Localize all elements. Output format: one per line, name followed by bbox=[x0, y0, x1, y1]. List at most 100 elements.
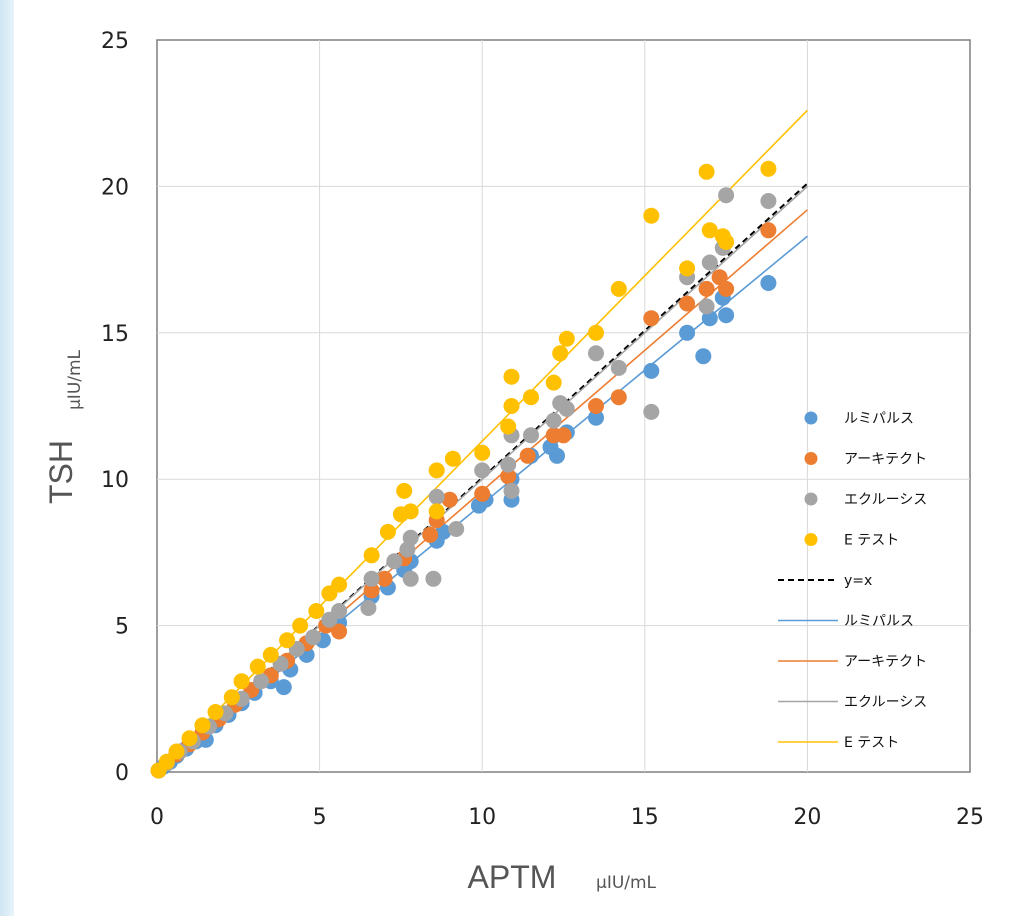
data-point bbox=[679, 260, 696, 277]
legend-marker bbox=[804, 411, 818, 425]
data-point bbox=[262, 646, 279, 663]
data-point bbox=[588, 324, 604, 341]
x-tick-label: 10 bbox=[468, 805, 496, 830]
data-point bbox=[275, 679, 292, 696]
y-tick-label: 20 bbox=[101, 175, 129, 200]
data-point bbox=[279, 632, 296, 649]
data-point bbox=[503, 368, 520, 385]
data-point bbox=[760, 275, 777, 291]
data-point bbox=[643, 310, 660, 327]
data-point bbox=[428, 488, 445, 505]
x-tick-label: 5 bbox=[313, 805, 327, 830]
x-tick-label: 20 bbox=[793, 805, 821, 830]
legend-label: エクルーシス bbox=[844, 492, 927, 508]
data-point bbox=[181, 730, 198, 747]
data-point bbox=[474, 462, 491, 479]
legend-label: ルミパルス bbox=[844, 411, 914, 427]
data-points bbox=[150, 160, 777, 779]
x-axis-unit: µIU/mL bbox=[596, 873, 657, 893]
data-point bbox=[363, 547, 380, 564]
y-tick-label: 10 bbox=[101, 468, 129, 493]
legend-label: アーキテクト bbox=[844, 452, 927, 468]
legend-label: y=x bbox=[844, 573, 872, 589]
y-tick-label: 0 bbox=[115, 761, 129, 786]
data-point bbox=[402, 503, 419, 520]
data-point bbox=[249, 658, 266, 675]
data-point bbox=[588, 409, 604, 426]
data-point bbox=[331, 603, 348, 619]
data-point bbox=[363, 582, 380, 599]
data-point bbox=[441, 491, 458, 508]
data-point bbox=[718, 280, 735, 297]
data-point bbox=[701, 254, 718, 271]
data-point bbox=[207, 704, 224, 720]
data-point bbox=[331, 576, 348, 593]
data-point bbox=[610, 280, 627, 297]
data-point bbox=[698, 298, 715, 315]
data-point bbox=[396, 482, 413, 499]
tick-labels: 0 5 10 15 20 25 0 5 10 15 20 25 bbox=[101, 29, 984, 830]
legend-label: エクルーシス bbox=[844, 695, 927, 711]
x-tick-label: 15 bbox=[631, 805, 659, 830]
data-point bbox=[718, 187, 735, 204]
trend-line bbox=[156, 109, 808, 773]
data-point bbox=[223, 689, 240, 706]
legend-marker bbox=[804, 492, 818, 506]
data-point bbox=[305, 629, 322, 646]
y-axis-label: TSH bbox=[43, 440, 79, 504]
data-point bbox=[376, 570, 393, 587]
y-tick-label: 15 bbox=[101, 322, 129, 347]
data-point bbox=[308, 603, 325, 619]
data-point bbox=[552, 345, 569, 362]
data-point bbox=[643, 207, 660, 224]
data-point bbox=[643, 362, 660, 379]
data-point bbox=[545, 374, 562, 391]
data-point bbox=[695, 348, 712, 365]
data-point bbox=[519, 447, 536, 464]
data-point bbox=[425, 570, 442, 587]
legend-label: E テスト bbox=[844, 735, 899, 751]
data-point bbox=[760, 193, 777, 209]
legend-label: E テスト bbox=[844, 533, 899, 549]
data-point bbox=[379, 523, 396, 540]
data-point bbox=[331, 623, 348, 640]
data-point bbox=[503, 398, 520, 414]
legend-label: ルミパルス bbox=[844, 614, 914, 630]
data-point bbox=[448, 521, 465, 537]
y-tick-label: 25 bbox=[101, 29, 129, 54]
data-point bbox=[474, 485, 491, 502]
data-point bbox=[233, 673, 250, 690]
data-point bbox=[610, 359, 627, 376]
data-point bbox=[558, 330, 575, 347]
data-point bbox=[428, 503, 445, 520]
y-tick-label: 5 bbox=[115, 615, 129, 640]
data-point bbox=[444, 450, 461, 467]
data-point bbox=[718, 307, 735, 324]
data-point bbox=[760, 222, 777, 239]
data-point bbox=[679, 295, 696, 312]
data-point bbox=[718, 234, 735, 250]
data-point bbox=[588, 345, 604, 362]
data-point bbox=[711, 269, 728, 286]
data-point bbox=[698, 280, 715, 297]
data-point bbox=[610, 389, 627, 406]
data-point bbox=[435, 523, 452, 540]
data-point bbox=[558, 400, 575, 417]
data-point bbox=[474, 444, 491, 461]
data-point bbox=[428, 462, 445, 479]
x-tick-label: 25 bbox=[956, 805, 984, 830]
data-point bbox=[360, 600, 377, 616]
data-point bbox=[643, 403, 660, 420]
x-tick-label: 0 bbox=[150, 805, 164, 830]
data-point bbox=[503, 482, 520, 499]
data-point bbox=[253, 673, 270, 690]
data-point bbox=[500, 418, 517, 435]
data-point bbox=[679, 324, 696, 341]
x-axis-label: APTM bbox=[468, 859, 557, 895]
data-point bbox=[701, 222, 718, 239]
data-point bbox=[500, 456, 517, 473]
data-point bbox=[292, 617, 309, 634]
data-point bbox=[549, 447, 565, 464]
data-point bbox=[158, 753, 175, 770]
